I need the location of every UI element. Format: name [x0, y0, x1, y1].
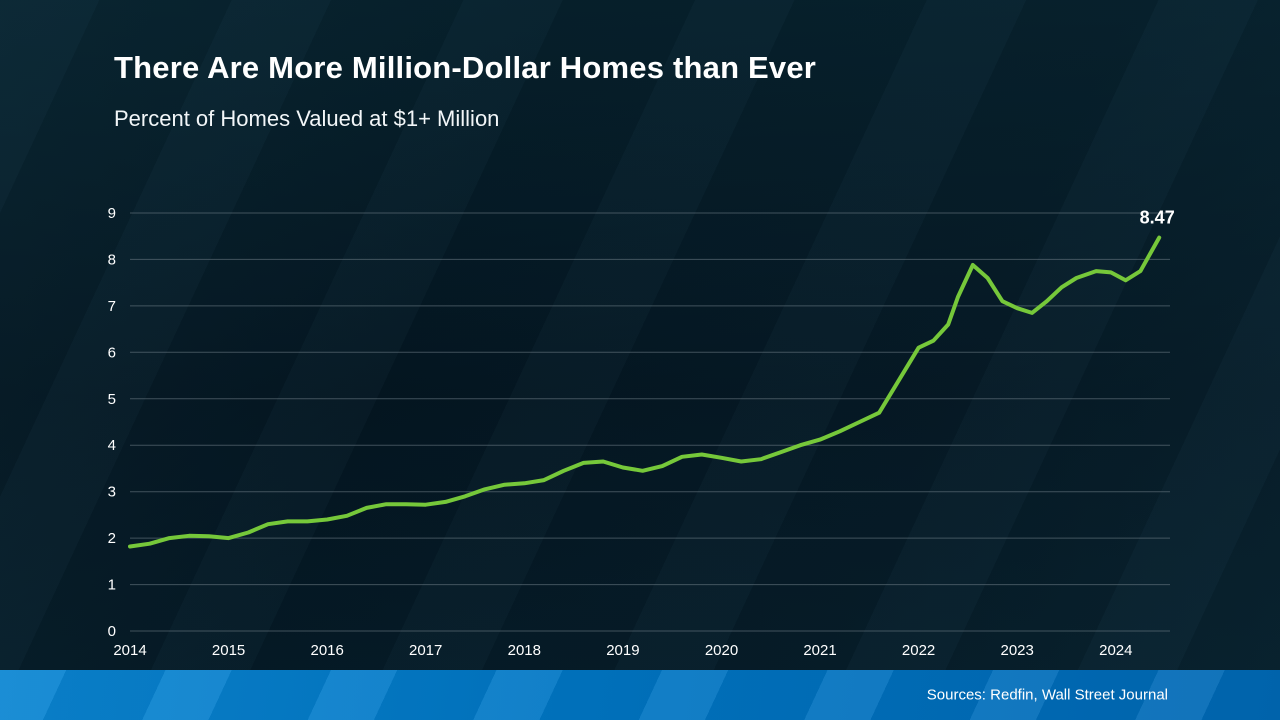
y-tick-label: 8	[108, 251, 116, 268]
x-tick-label: 2024	[1099, 642, 1132, 659]
y-tick-label: 9	[108, 205, 116, 222]
y-tick-label: 0	[108, 623, 116, 640]
x-tick-label: 2015	[212, 642, 245, 659]
y-tick-label: 4	[108, 437, 116, 454]
series-line	[128, 235, 1162, 549]
y-tick-label: 6	[108, 344, 116, 361]
x-tick-label: 2020	[705, 642, 738, 659]
x-tick-label: 2023	[1001, 642, 1034, 659]
y-tick-label: 7	[108, 298, 116, 315]
source-attribution: Sources: Redfin, Wall Street Journal	[926, 686, 1168, 704]
x-tick-label: 2019	[606, 642, 639, 659]
chart-subtitle: Percent of Homes Valued at $1+ Million	[114, 106, 500, 131]
x-tick-label: 2017	[409, 642, 442, 659]
footer-banner: Sources: Redfin, Wall Street Journal	[0, 670, 1280, 720]
y-tick-label: 1	[108, 577, 116, 594]
y-tick-label: 2	[108, 530, 116, 547]
x-tick-label: 2016	[311, 642, 344, 659]
chart-title: There Are More Million-Dollar Homes than…	[114, 50, 817, 85]
x-tick-label: 2018	[508, 642, 541, 659]
y-tick-label: 3	[108, 484, 116, 501]
end-value-label: 8.47	[1140, 208, 1175, 228]
x-tick-label: 2021	[803, 642, 836, 659]
x-tick-label: 2022	[902, 642, 935, 659]
x-tick-label: 2014	[113, 642, 146, 659]
y-tick-label: 5	[108, 391, 116, 408]
